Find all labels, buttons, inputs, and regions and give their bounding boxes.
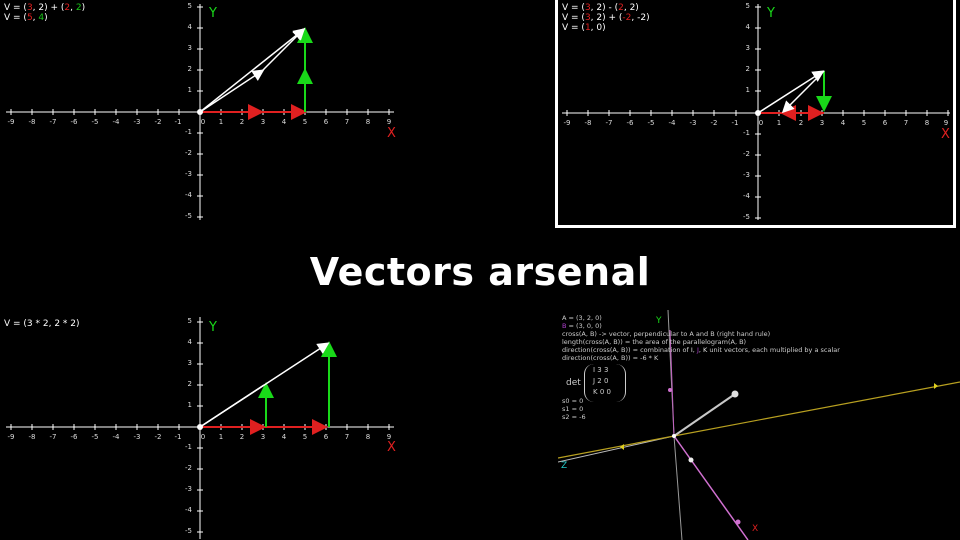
cross-direction-result: direction(cross(A, B)) = -6 * K: [562, 354, 659, 362]
selection-highlight-frame: [555, 0, 956, 228]
vector-scaled-arrow: [199, 342, 330, 428]
vector-sum-arrow: [199, 28, 306, 113]
y-axis-label-3d: Y: [656, 316, 662, 326]
cross-direction-description: direction(cross(A, B)) = combination of …: [562, 346, 840, 354]
vector-a-tip: [731, 390, 739, 398]
page-title: Vectors arsenal: [309, 250, 651, 294]
cross-vector-line: [673, 435, 749, 540]
addition-equation-line2: V = (5, 4): [4, 13, 48, 23]
z-axis-3d: [558, 435, 675, 463]
y-axis-label: Y: [767, 6, 775, 21]
determinant-row: J 2 0: [593, 377, 609, 385]
y-axis-3d-neg: [673, 435, 683, 540]
scalar-s2: s2 = -6: [562, 413, 586, 421]
y-axis-label: Y: [209, 6, 217, 21]
determinant-matrix: I 3 3 J 2 0 K 0 0: [584, 364, 626, 402]
x-axis-label-3d: X: [752, 524, 759, 534]
cross-length-description: length(cross(A, B)) = the area of the pa…: [562, 338, 747, 346]
x-axis-3d-neg: [558, 435, 675, 459]
y-axis-label: Y: [209, 320, 217, 335]
determinant-label: det: [566, 378, 581, 388]
x-axis-label: X: [941, 127, 950, 142]
cross-product-scene: [558, 310, 960, 540]
determinant-row: K 0 0: [593, 388, 611, 396]
x-axis-label: X: [387, 440, 396, 455]
z-axis-label-3d: Z: [561, 461, 568, 471]
addition-equation-line1: V = (3, 2) + (2, 2): [4, 3, 86, 13]
vector-a-3d: [673, 393, 736, 437]
cross-b-definition: B = (3, 0, 0): [562, 322, 602, 330]
scalar-s1: s1 = 0: [562, 405, 584, 413]
determinant-row: I 3 3: [593, 366, 609, 374]
cross-a-definition: A = (3, 2, 0): [562, 314, 602, 322]
vector-a-arrow: [199, 69, 265, 113]
scalar-s0: s0 = 0: [562, 397, 584, 405]
panel-cross-product-3d: A = (3, 2, 0) B = (3, 0, 0) cross(A, B) …: [558, 310, 960, 540]
vector-neg-b-arrow: [781, 70, 825, 114]
panel-vector-subtraction: V = (3, 2) - (2, 2) V = (3, 2) + (-2, -2…: [558, 0, 954, 225]
x-axis-3d: [673, 381, 960, 437]
vector-a-arrow: [757, 70, 825, 114]
scaling-equation: V = (3 * 2, 2 * 2): [4, 319, 80, 329]
panel-vector-scaling: V = (3 * 2, 2 * 2) Y X -9 -8 -7 -6 -5 -4 -3 -2-…: [0, 313, 400, 540]
scaling-plot: [6, 317, 394, 539]
panel-vector-addition: V = (3, 2) + (2, 2) V = (5, 4) Y X -9 -8-…: [0, 0, 400, 225]
cross-description: cross(A, B) -> vector, perpendicular to …: [562, 330, 771, 338]
subtraction-equation-line3: V = (1, 0): [562, 23, 606, 33]
subtraction-equation-line1: V = (3, 2) - (2, 2): [562, 3, 639, 13]
subtraction-plot: [562, 4, 950, 220]
subtraction-equation-line2: V = (3, 2) + (-2, -2): [562, 13, 650, 23]
x-axis-label: X: [387, 126, 396, 141]
addition-plot: [6, 4, 394, 220]
vector-b-arrow: [261, 27, 306, 72]
cross-vector-up: [669, 329, 675, 437]
